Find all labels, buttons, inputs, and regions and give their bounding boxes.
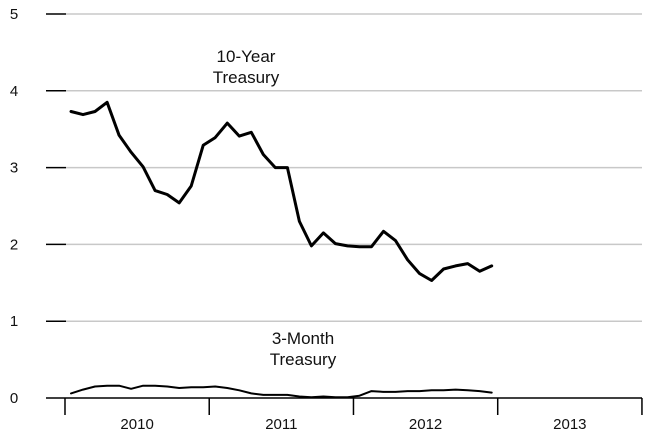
grid-layer <box>66 13 642 322</box>
series-line-3-month-treasury <box>70 384 493 399</box>
axis-layer: 0 1 2 3 4 5 2010 2011 2012 2013 <box>10 6 643 433</box>
y-tick-label-0: 0 <box>10 390 18 407</box>
series-layer <box>69 100 494 399</box>
series-line-10-year-treasury <box>69 100 494 282</box>
x-tick-label-2013: 2013 <box>553 416 586 433</box>
y-tick-label-3: 3 <box>10 160 18 177</box>
series-label-10-year-treasury-line-0: 10-Year <box>217 47 276 66</box>
y-tick-label-2: 2 <box>10 236 18 253</box>
series-label-3-month-treasury-line-0: 3-Month <box>272 329 334 348</box>
series-label-10-year-treasury-line-1: Treasury <box>213 68 280 87</box>
series-label-3-month-treasury-line-1: Treasury <box>270 350 337 369</box>
y-tick-label-4: 4 <box>10 83 18 100</box>
x-tick-label-2010: 2010 <box>120 416 153 433</box>
annotation-layer: 10-Year Treasury 3-Month Treasury <box>213 47 337 369</box>
x-tick-label-2012: 2012 <box>409 416 442 433</box>
y-tick-label-5: 5 <box>10 6 18 23</box>
x-tick-label-2011: 2011 <box>265 416 297 433</box>
y-tick-label-1: 1 <box>10 313 18 330</box>
